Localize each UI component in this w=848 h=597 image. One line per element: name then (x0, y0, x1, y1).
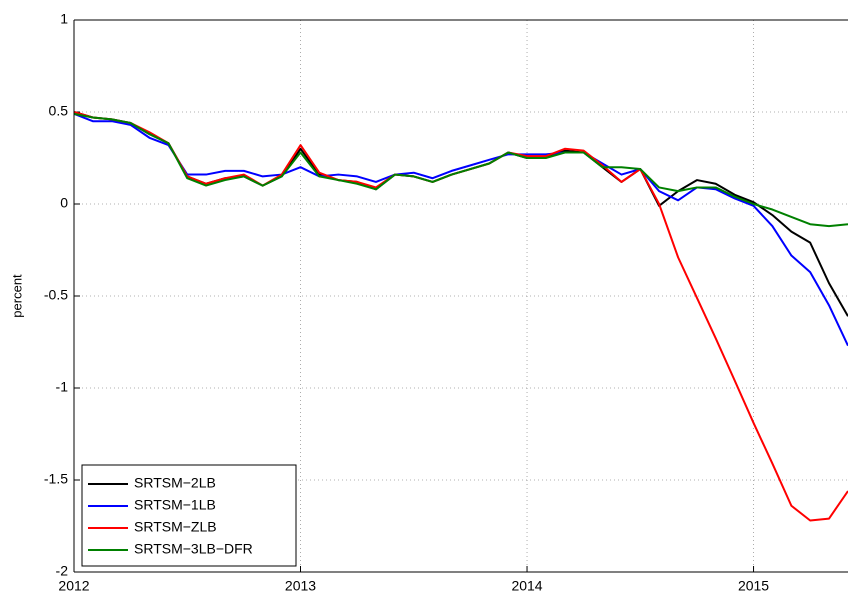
y-tick-label: -1 (56, 379, 69, 395)
legend-label: SRTSM−3LB−DFR (134, 541, 253, 557)
y-tick-label: -2 (56, 563, 69, 579)
y-tick-label: 0 (60, 195, 68, 211)
legend-label: SRTSM−2LB (134, 475, 216, 491)
x-tick-label: 2014 (511, 578, 542, 594)
y-tick-label: -1.5 (44, 471, 68, 487)
y-tick-label: 0.5 (49, 103, 69, 119)
y-tick-label: -0.5 (44, 287, 68, 303)
x-tick-label: 2015 (738, 578, 769, 594)
x-tick-label: 2012 (58, 578, 89, 594)
x-tick-label: 2013 (285, 578, 316, 594)
series-line (74, 112, 848, 347)
y-tick-label: 1 (60, 11, 68, 27)
y-axis-label: percent (9, 274, 24, 318)
legend-label: SRTSM−ZLB (134, 519, 217, 535)
series-line (74, 112, 848, 228)
legend-label: SRTSM−1LB (134, 497, 216, 513)
